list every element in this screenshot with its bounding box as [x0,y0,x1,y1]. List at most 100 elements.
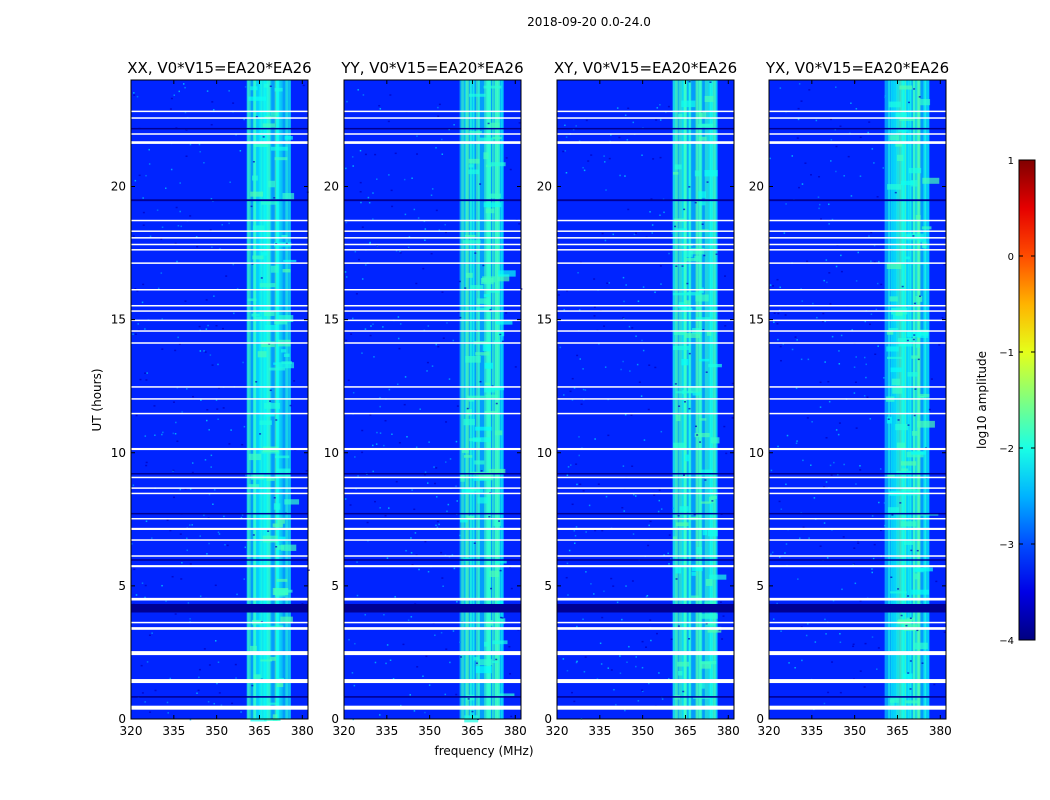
x-tick-label: 320 [120,724,143,738]
noise-speck [873,162,875,164]
noise-speck [852,645,855,648]
noise-speck [648,524,650,527]
rfi-patch [913,642,928,650]
rfi-patch [684,333,701,338]
noise-speck [813,497,816,499]
noise-speck [899,502,902,504]
noise-speck [579,358,581,360]
flagged-row [557,342,734,344]
rfi-patch [477,497,488,504]
rfi-patch [694,432,710,438]
noise-speck [132,333,134,335]
noise-speck [378,104,381,107]
noise-speck [603,155,605,157]
rfi-patch [265,324,278,331]
noise-speck [647,544,650,547]
noise-speck [388,507,390,509]
noise-speck [473,542,476,544]
noise-speck [897,588,900,590]
flagged-row [557,555,734,557]
rfi-patch [250,718,267,722]
noise-speck [217,387,220,389]
noise-speck [597,483,600,485]
y-axis-label: UT (hours) [90,368,104,431]
noise-speck [780,630,782,632]
noise-speck [402,643,405,646]
noise-speck [621,506,624,509]
noise-speck [930,378,933,380]
noise-speck [801,183,804,185]
rfi-patch [274,157,288,161]
noise-speck [851,329,853,331]
panel-4: YX, V0*V15=EA20*EA26 320 335 350 365 380 0 5 10 1… [749,59,952,738]
noise-speck [906,339,909,342]
noise-speck [601,232,604,235]
noise-speck [822,312,825,315]
flagged-row [131,237,308,239]
flagged-row [344,243,521,246]
noise-speck [427,570,430,573]
noise-speck [719,601,722,603]
noise-speck [855,483,857,485]
rfi-patch [252,175,258,181]
noise-speck [711,500,714,502]
noise-speck [301,603,304,605]
noise-speck [132,484,135,487]
flagged-row [769,492,946,495]
flagged-row [557,476,734,479]
rfi-patch [681,100,696,108]
noise-speck [610,669,613,671]
rfi-patch [263,83,269,88]
flagged-row [557,133,734,135]
flagged-row [344,230,521,232]
noise-speck [938,344,941,346]
rfi-patch [900,461,917,466]
noise-speck [189,488,192,490]
noise-speck [361,352,363,354]
noise-speck [241,443,244,446]
noise-speck [474,252,477,254]
noise-speck [419,408,421,410]
noise-speck [566,669,569,672]
noise-speck [145,464,148,467]
noise-speck [868,121,871,123]
dark-row [344,559,521,561]
noise-speck [161,226,164,228]
noise-speck [459,641,461,643]
noise-speck [145,174,147,177]
noise-speck [389,94,392,96]
rfi-patch [274,320,287,325]
noise-speck [693,513,696,516]
rfi-patch [700,501,712,504]
rfi-patch [897,338,916,343]
noise-speck [642,286,645,288]
panel-2: YY, V0*V15=EA20*EA26 320 335 350 365 380 0 5 10 1… [324,59,527,738]
rfi-patch [672,292,690,296]
noise-speck [252,534,255,536]
x-tick-label: 365 [248,724,271,738]
noise-speck [410,537,412,539]
noise-speck [216,682,218,685]
noise-speck [411,177,413,179]
noise-speck [444,461,447,463]
flagged-row [769,141,946,144]
flagged-row [769,304,946,307]
noise-speck [361,226,364,228]
rfi-patch [268,180,276,188]
noise-speck [179,533,182,535]
noise-speck [859,469,862,471]
x-tick-label: 365 [461,724,484,738]
colorbar: 1 0 −1 −2 −3 −4 log10 amplitude [975,156,1036,647]
noise-speck [198,143,201,146]
noise-speck [559,346,562,349]
flagged-row [769,243,946,246]
noise-speck [446,510,448,513]
noise-speck [796,339,798,341]
rfi-patch [903,540,913,545]
noise-speck [785,483,787,486]
noise-speck [667,552,669,555]
noise-speck [797,578,799,580]
noise-speck [882,167,885,169]
noise-speck [796,440,798,442]
rfi-patch [280,349,287,353]
